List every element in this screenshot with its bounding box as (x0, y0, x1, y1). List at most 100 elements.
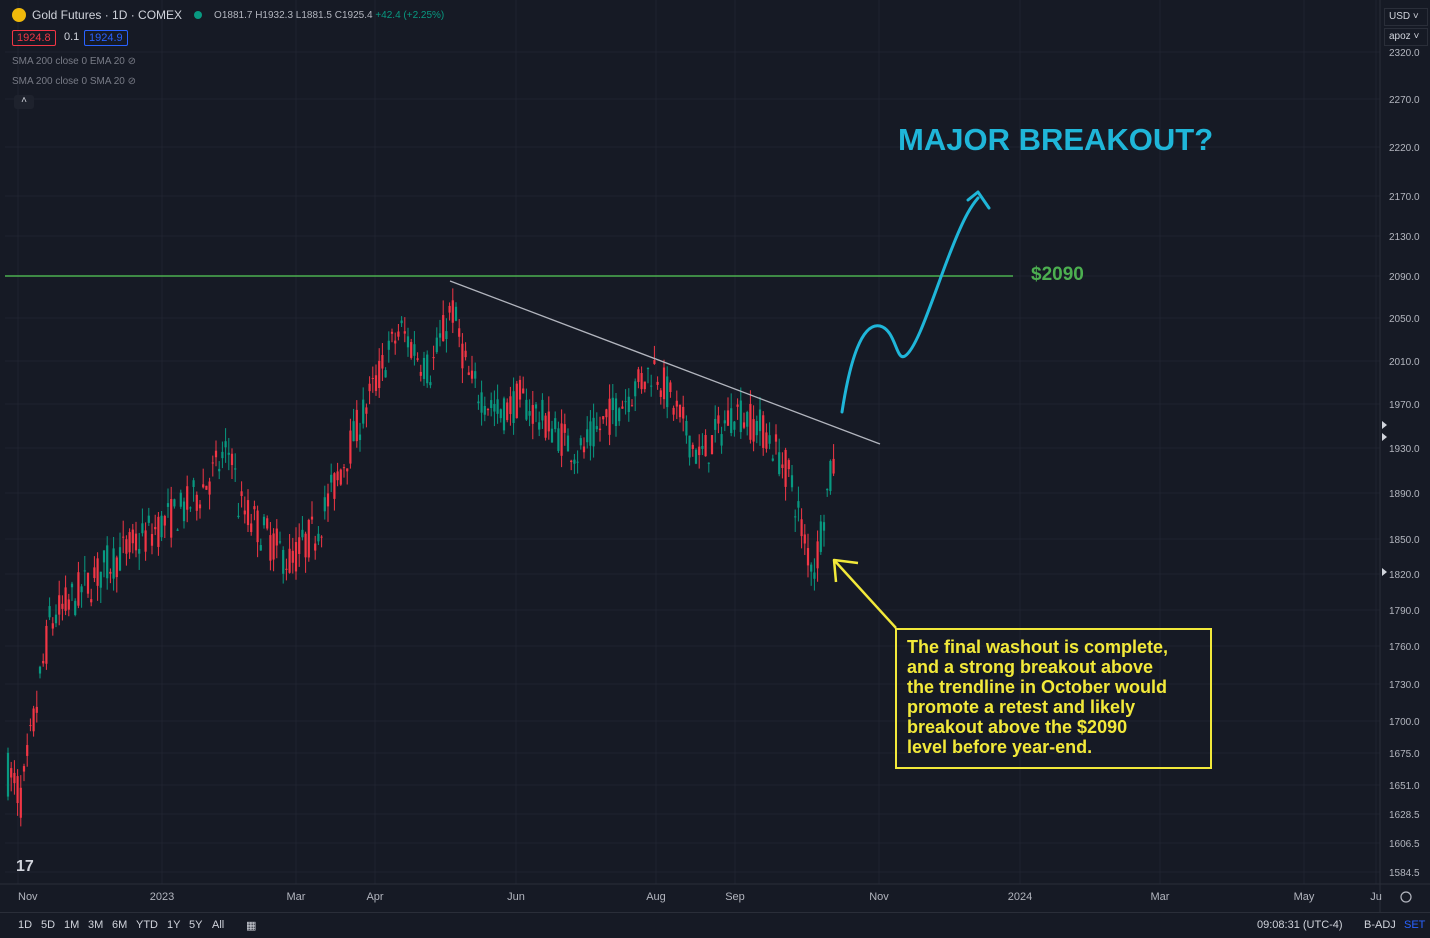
adjust-toggle[interactable]: B-ADJ (1364, 919, 1396, 931)
tf-all[interactable]: All (212, 919, 225, 931)
candle-body (813, 572, 816, 579)
candle-body (598, 428, 602, 431)
symbol-header[interactable]: Gold Futures · 1D · COMEX O1881.7 H1932.… (12, 8, 444, 22)
tf-ytd[interactable]: YTD (136, 919, 158, 931)
axis-marker-icon (1382, 568, 1387, 576)
candle-body (403, 331, 406, 334)
candle-body (701, 446, 704, 449)
candle-body (368, 383, 371, 392)
candle-body (390, 331, 394, 334)
tf-1y[interactable]: 1Y (167, 919, 181, 931)
y-tick-label: 2090.0 (1389, 272, 1420, 283)
ask-price[interactable]: 1924.9 (84, 30, 128, 46)
candle-body (381, 355, 384, 369)
candle-body (362, 399, 365, 424)
axis-marker-icon (1382, 421, 1387, 429)
candle-body (592, 417, 595, 447)
x-tick-label: Nov (18, 891, 38, 903)
candle-body (416, 358, 419, 360)
candle-body (346, 468, 349, 472)
market-status-icon (194, 11, 203, 19)
candle-body (198, 504, 202, 509)
x-tick-label: Mar (287, 891, 306, 903)
candle-body (16, 776, 19, 804)
y-tick-label: 1970.0 (1389, 400, 1420, 411)
candle-body (355, 409, 358, 442)
candle-body (294, 542, 298, 572)
tf-1m[interactable]: 1M (64, 919, 80, 931)
x-tick-label: May (1294, 891, 1315, 903)
note-line: promote a retest and likely (907, 697, 1136, 717)
candle-body (435, 337, 438, 353)
y-tick-label: 1675.0 (1389, 749, 1420, 760)
candle-body (10, 768, 13, 778)
candle-body (326, 493, 330, 507)
candle-body (93, 567, 96, 579)
gold-logo-icon (12, 8, 26, 22)
clock[interactable]: 09:08:31 (UTC-4) (1257, 919, 1343, 931)
candle-body (336, 471, 339, 481)
note-box: The final washout is complete, and a str… (895, 628, 1212, 769)
candle-body (282, 549, 285, 574)
eye-hidden-icon[interactable]: ⊘ (127, 76, 137, 87)
tf-3m[interactable]: 3M (88, 919, 104, 931)
y-tick-label: 1790.0 (1389, 606, 1420, 617)
currency-select[interactable]: USD ˅ (1384, 8, 1428, 26)
candle-body (141, 523, 144, 534)
candle-body (624, 401, 627, 403)
y-tick-label: 1760.0 (1389, 642, 1420, 653)
candle-body (829, 460, 832, 492)
candle-body (166, 503, 170, 507)
candle-body (438, 333, 442, 338)
candle-body (605, 409, 608, 418)
price-chart[interactable]: 2320.0 2270.0 2220.0 2170.0 2130.0 2090.0 2050… (0, 0, 1430, 912)
y-tick-label: 1730.0 (1389, 680, 1420, 691)
candle-body (42, 660, 45, 664)
tf-1d[interactable]: 1D (18, 919, 33, 931)
candle-body (317, 533, 320, 542)
candle-body (730, 408, 733, 434)
tf-6m[interactable]: 6M (112, 919, 128, 931)
session-toggle[interactable]: SET (1404, 919, 1426, 931)
y-tick-label: 1890.0 (1389, 489, 1420, 500)
candle-body (694, 449, 698, 464)
x-tick-label: Mar (1151, 891, 1170, 903)
candle-body (653, 360, 656, 364)
x-tick-label: Ju (1370, 891, 1382, 903)
indicator-sma-ema[interactable]: SMA 200 close 0 EMA 20 ⊘ (12, 56, 137, 67)
candle-body (490, 400, 493, 409)
y-tick-label: 1584.5 (1389, 868, 1420, 879)
candle-body (784, 449, 787, 487)
candle-body (48, 606, 51, 618)
tf-5y[interactable]: 5Y (189, 919, 203, 931)
candle-body (96, 558, 99, 586)
candle-body (499, 409, 502, 419)
candle-body (394, 340, 397, 344)
tf-5d[interactable]: 5D (41, 919, 56, 931)
candle-body (83, 570, 86, 572)
scale-select[interactable]: apoz ˅ (1384, 28, 1428, 46)
candle-body (426, 354, 429, 384)
y-tick-label: 2130.0 (1389, 232, 1420, 243)
eye-hidden-icon[interactable]: ⊘ (127, 56, 137, 67)
candle-body (794, 516, 797, 518)
candle-body (131, 529, 134, 544)
candle-body (474, 371, 477, 379)
candle-body (112, 548, 115, 579)
candle-body (765, 432, 768, 449)
candle-body (464, 350, 467, 358)
bid-price[interactable]: 1924.8 (12, 30, 56, 46)
candle-body (6, 752, 10, 797)
candle-body (787, 460, 790, 470)
collapse-legend-button[interactable]: ˄ (14, 95, 34, 109)
candle-body (304, 533, 307, 558)
x-tick-label: 2023 (150, 891, 174, 903)
calendar-icon[interactable]: ▦ (246, 920, 257, 932)
candle-body (176, 529, 179, 531)
candle-body (758, 409, 762, 432)
candle-body (310, 516, 314, 520)
candle-body (266, 518, 269, 529)
candle-body (333, 473, 336, 499)
candle-body (806, 548, 810, 566)
indicator-sma-sma[interactable]: SMA 200 close 0 SMA 20 ⊘ (12, 76, 137, 87)
